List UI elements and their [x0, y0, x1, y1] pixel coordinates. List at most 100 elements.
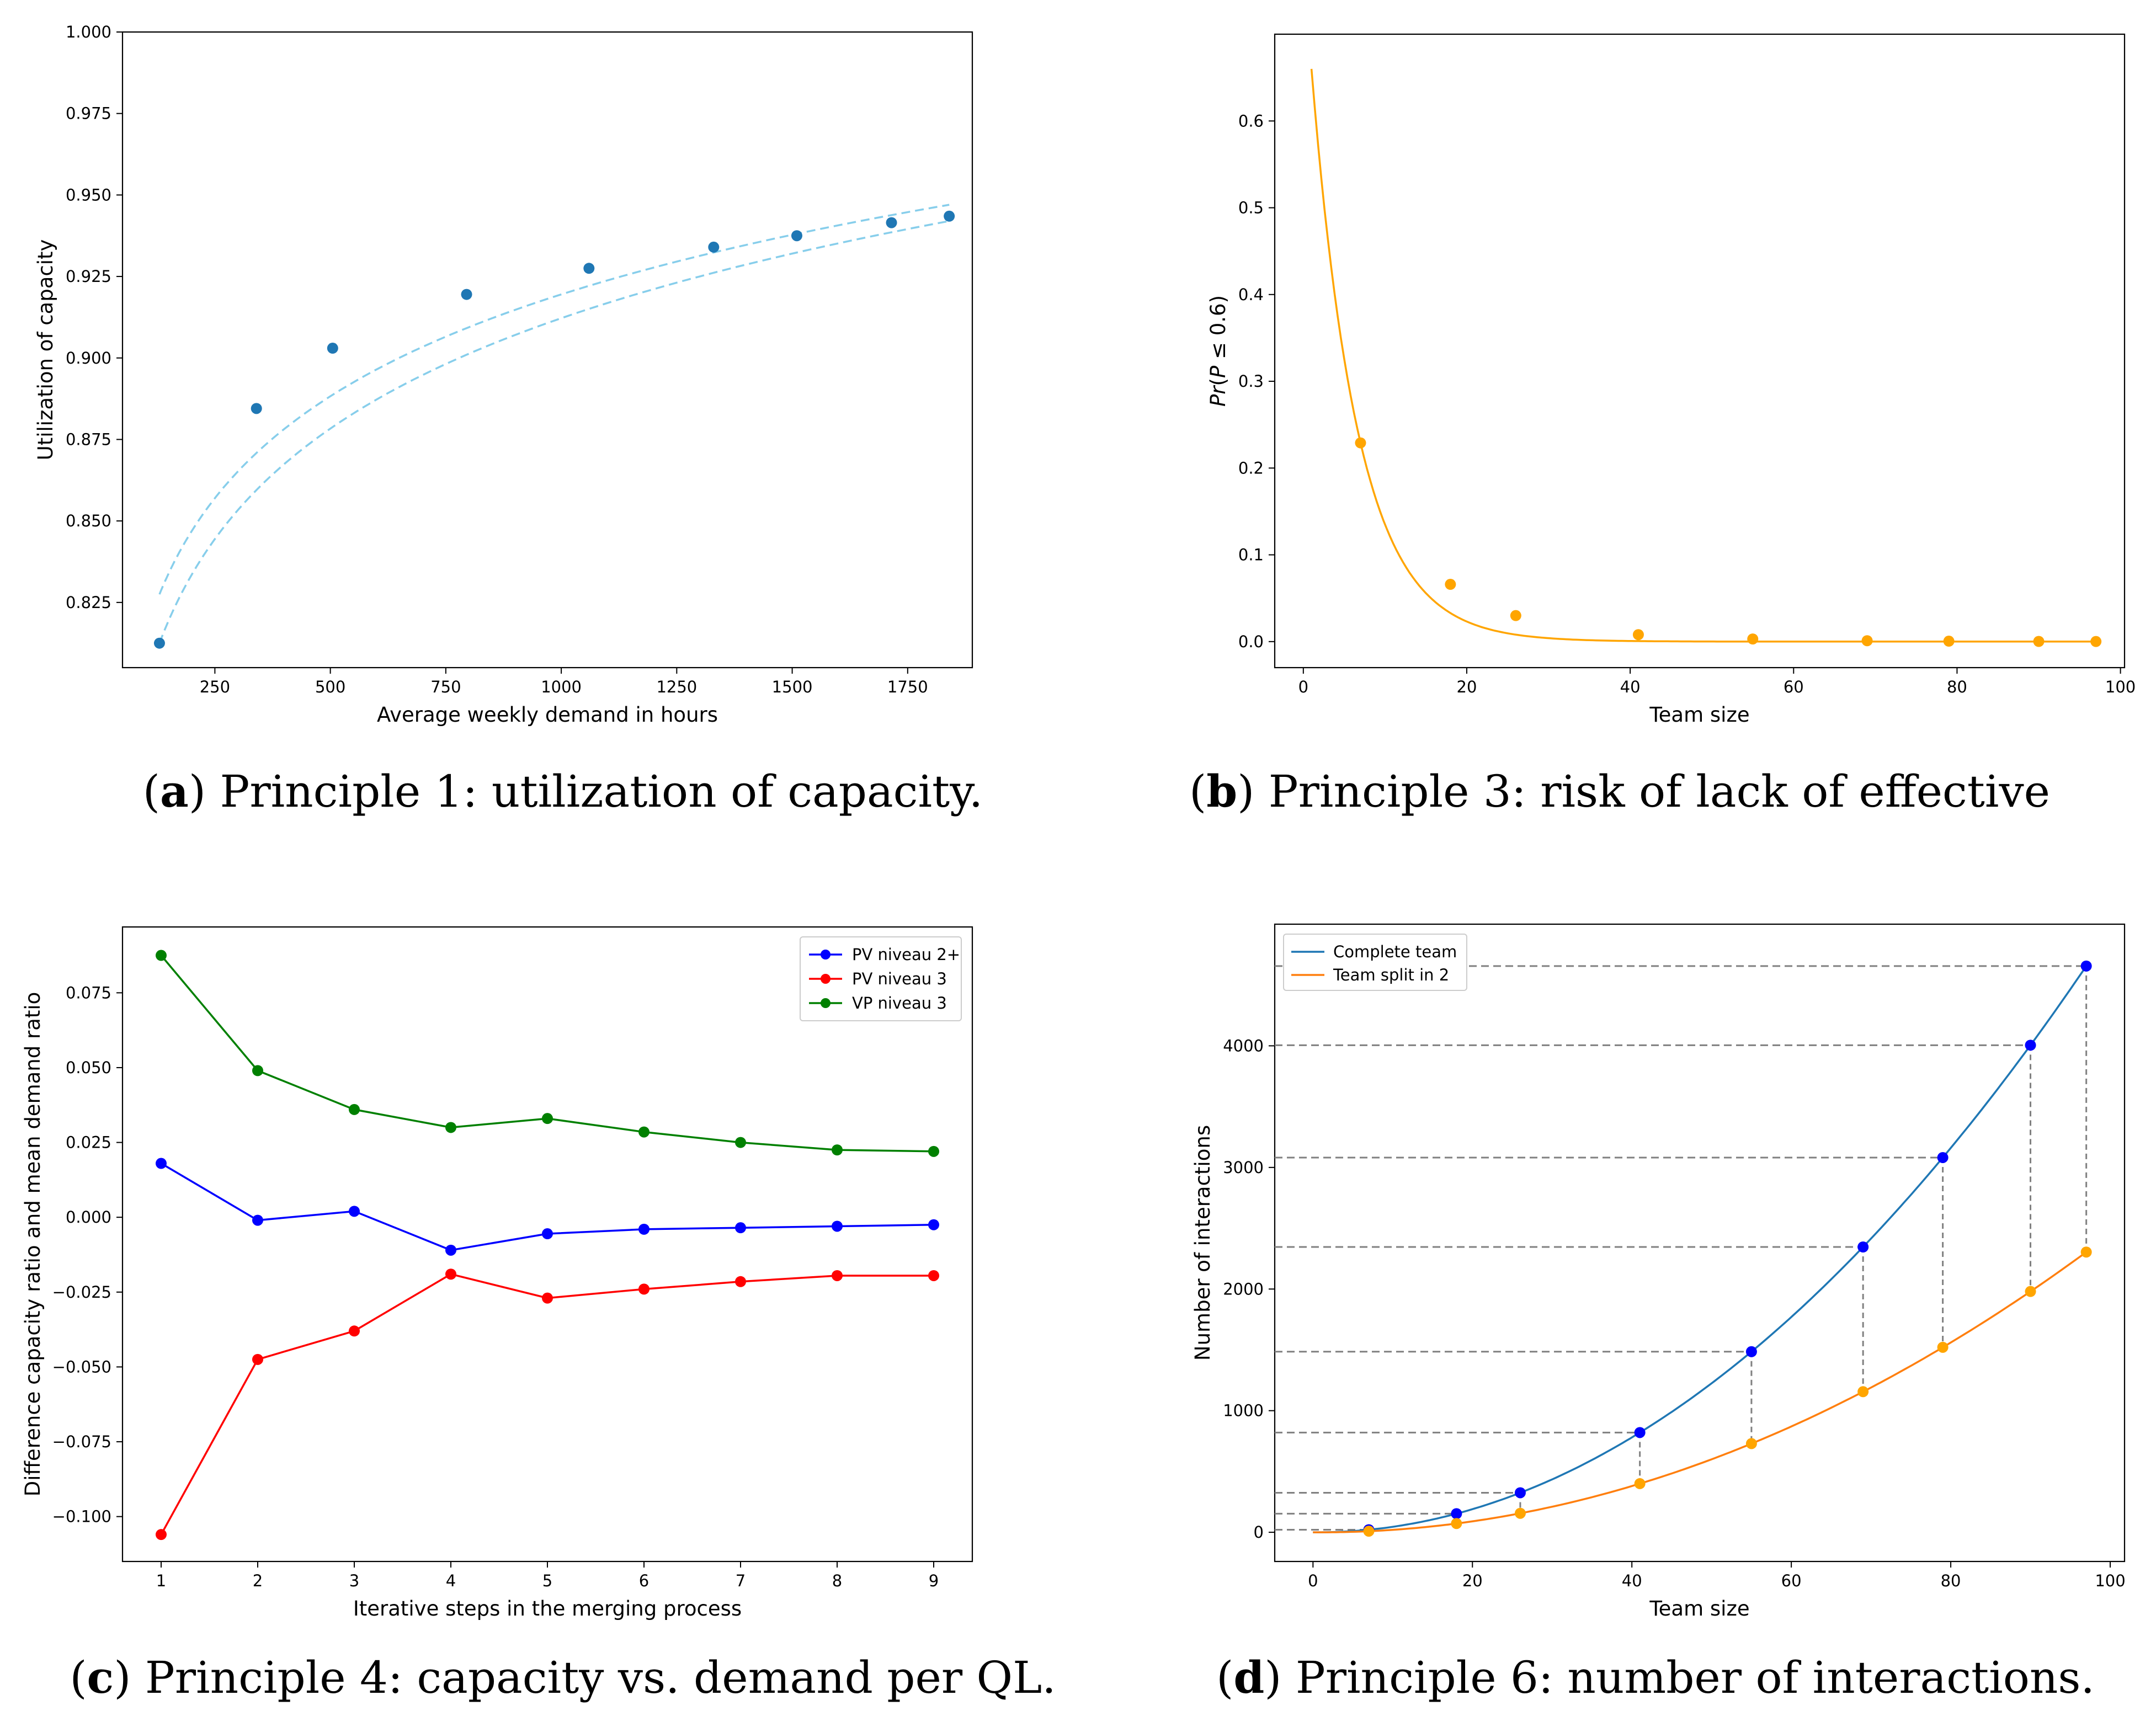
- b-data-point: [2033, 636, 2045, 647]
- c-series-0-point: [252, 1214, 263, 1226]
- a-y-tick-label: 0.950: [66, 185, 111, 204]
- d-x-tick-label: 100: [2095, 1571, 2125, 1590]
- d-y-tick-label: 3000: [1223, 1158, 1264, 1177]
- c-y-tick-label: −0.050: [52, 1357, 111, 1376]
- c-series-2-point: [928, 1145, 939, 1157]
- c-x-tick-label: 7: [736, 1571, 746, 1590]
- c-x-tick-label: 2: [253, 1571, 263, 1590]
- c-x-tick-label: 9: [929, 1571, 939, 1590]
- d-plot-frame: [1274, 923, 2126, 1563]
- caption-d-letter: d: [1233, 1651, 1264, 1703]
- c-y-axis-label: Difference capacity ratio and mean deman…: [21, 992, 45, 1497]
- d-split-team-point: [1634, 1478, 1646, 1489]
- caption-b: (b) Principle 3: risk of lack of effecti…: [1189, 765, 2050, 817]
- d-split-team-point: [1745, 1438, 1757, 1449]
- d-legend-label: Team split in 2: [1333, 966, 1449, 984]
- d-split-team-point: [1451, 1518, 1462, 1529]
- c-series-0-point: [735, 1222, 746, 1234]
- c-series-1-point: [252, 1353, 263, 1365]
- c-series-2-point: [735, 1137, 746, 1148]
- a-y-tick-label: 0.925: [66, 267, 111, 286]
- c-series-2-point: [832, 1144, 843, 1156]
- panel-b-chart: 0 20 40 60 80 100 0.0 0.1 0.2 0.3 0.4 0.5 0.6 Team si…: [1206, 33, 2136, 727]
- c-y-tick-label: 0.000: [66, 1208, 111, 1227]
- d-y-tick-label: 2000: [1223, 1280, 1264, 1298]
- a-y-tick-label: 0.850: [66, 511, 111, 530]
- caption-c-text: Principle 4: capacity vs. demand per QL.: [145, 1652, 1056, 1703]
- a-x-tick-label: 1500: [772, 678, 813, 696]
- c-legend-marker: [821, 998, 831, 1008]
- b-data-point: [1861, 635, 1873, 647]
- b-y-tick-label: 0.0: [1238, 632, 1264, 651]
- d-split-team-point: [1363, 1526, 1375, 1537]
- d-x-tick-label: 60: [1781, 1571, 1802, 1590]
- b-data-point: [1510, 610, 1521, 621]
- d-x-tick-label: 0: [1308, 1571, 1318, 1590]
- d-x-tick-label: 40: [1622, 1571, 1642, 1590]
- caption-d: (d) Principle 6: number of interactions.: [1216, 1651, 2095, 1703]
- a-x-tick-label: 250: [200, 678, 230, 696]
- c-legend-label: PV niveau 2+: [852, 945, 960, 964]
- a-x-tick-label: 750: [430, 678, 461, 696]
- a-x-tick-label: 1750: [887, 678, 928, 696]
- a-x-axis-label: Average weekly demand in hours: [377, 703, 718, 727]
- a-y-tick-label: 0.975: [66, 104, 111, 123]
- c-x-tick-label: 6: [639, 1571, 649, 1590]
- c-series-0-point: [445, 1244, 456, 1256]
- a-fit-curve-lower: [158, 220, 950, 644]
- d-complete-team-point: [1937, 1152, 1949, 1163]
- d-legend-box: [1283, 934, 1467, 991]
- c-y-tick-label: 0.025: [66, 1133, 111, 1152]
- c-series-2-point: [638, 1126, 650, 1138]
- d-y-tick-label: 4000: [1223, 1036, 1264, 1055]
- c-series-0-point: [542, 1228, 553, 1240]
- a-data-point: [461, 289, 472, 300]
- b-x-tick-label: 40: [1620, 678, 1641, 696]
- panel-c-chart: 1 2 3 4 5 6 7 8 9 −0.100 −0.075 −0.050 −0.025 0.000 0.…: [21, 926, 973, 1621]
- a-data-point: [944, 210, 955, 222]
- c-y-tick-label: 0.050: [66, 1058, 111, 1077]
- caption-a-letter: a: [160, 765, 189, 817]
- c-legend-marker: [821, 950, 831, 960]
- a-data-point: [153, 637, 165, 649]
- b-y-label-part: (: [1206, 378, 1230, 386]
- a-x-tick-label: 1250: [656, 678, 697, 696]
- c-series-0-point: [928, 1219, 939, 1230]
- c-y-tick-label: −0.025: [52, 1283, 111, 1302]
- d-y-axis-label: Number of interactions: [1191, 1125, 1215, 1361]
- c-series-1-point: [542, 1292, 553, 1304]
- d-complete-team-point: [1451, 1508, 1462, 1520]
- c-y-tick-label: −0.100: [52, 1507, 111, 1526]
- b-data-point: [2090, 636, 2102, 647]
- b-y-label-part: ≤ 0.6): [1206, 295, 1230, 366]
- b-x-tick-label: 100: [2105, 678, 2136, 696]
- a-data-point: [251, 403, 262, 414]
- b-y-tick-label: 0.6: [1238, 111, 1264, 130]
- b-y-tick-label: 0.5: [1238, 199, 1264, 217]
- d-complete-team-point: [2025, 1040, 2036, 1051]
- c-series-1-point: [735, 1276, 746, 1287]
- d-complete-team-point: [1857, 1241, 1869, 1252]
- b-x-tick-label: 0: [1298, 678, 1308, 696]
- b-data-point: [1747, 633, 1759, 645]
- a-fit-curve-upper: [158, 204, 950, 595]
- a-y-axis-label: Utilization of capacity: [34, 239, 57, 461]
- c-series-0-point: [156, 1158, 167, 1169]
- d-x-tick-label: 80: [1941, 1571, 1961, 1590]
- c-series-2-point: [156, 950, 167, 961]
- c-legend-box: [800, 936, 962, 1021]
- c-legend-label: PV niveau 3: [852, 969, 947, 988]
- b-y-label-part: Pr: [1206, 385, 1230, 407]
- b-data-point: [1445, 579, 1456, 590]
- a-x-tick-label: 1000: [541, 678, 582, 696]
- b-data-point: [1943, 636, 1955, 647]
- caption-a-text: Principle 1: utilization of capacity.: [220, 766, 983, 817]
- a-y-tick-label: 0.875: [66, 430, 111, 449]
- caption-b-letter: b: [1206, 765, 1237, 817]
- a-data-point: [791, 230, 802, 242]
- b-y-tick-label: 0.3: [1238, 372, 1264, 391]
- d-split-team-point: [2080, 1246, 2092, 1258]
- a-y-tick-label: 1.000: [66, 23, 111, 41]
- b-data-point: [1632, 629, 1644, 641]
- b-x-tick-label: 80: [1947, 678, 1967, 696]
